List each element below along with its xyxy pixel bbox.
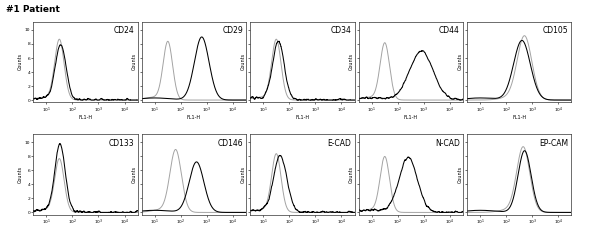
Y-axis label: Counts: Counts (132, 53, 137, 70)
Text: EP-CAM: EP-CAM (539, 139, 568, 148)
Text: CD44: CD44 (439, 26, 460, 35)
X-axis label: FL1-H: FL1-H (404, 115, 418, 120)
Text: E-CAD: E-CAD (327, 139, 351, 148)
Y-axis label: Counts: Counts (18, 166, 23, 183)
Y-axis label: Counts: Counts (458, 166, 462, 183)
X-axis label: FL1-H: FL1-H (295, 115, 310, 120)
Y-axis label: Counts: Counts (241, 53, 245, 70)
Text: CD133: CD133 (109, 139, 135, 148)
Y-axis label: Counts: Counts (18, 53, 23, 70)
Y-axis label: Counts: Counts (241, 166, 245, 183)
Text: #1 Patient: #1 Patient (6, 5, 60, 14)
X-axis label: FL1-H: FL1-H (512, 115, 527, 120)
Y-axis label: Counts: Counts (132, 166, 137, 183)
X-axis label: FL1-H: FL1-H (78, 115, 93, 120)
Y-axis label: Counts: Counts (458, 53, 462, 70)
Text: CD105: CD105 (543, 26, 568, 35)
Text: CD146: CD146 (218, 139, 243, 148)
Y-axis label: Counts: Counts (349, 166, 354, 183)
Y-axis label: Counts: Counts (349, 53, 354, 70)
Text: N-CAD: N-CAD (435, 139, 460, 148)
Text: CD29: CD29 (222, 26, 243, 35)
Text: CD34: CD34 (330, 26, 351, 35)
X-axis label: FL1-H: FL1-H (187, 115, 201, 120)
Text: CD24: CD24 (114, 26, 135, 35)
